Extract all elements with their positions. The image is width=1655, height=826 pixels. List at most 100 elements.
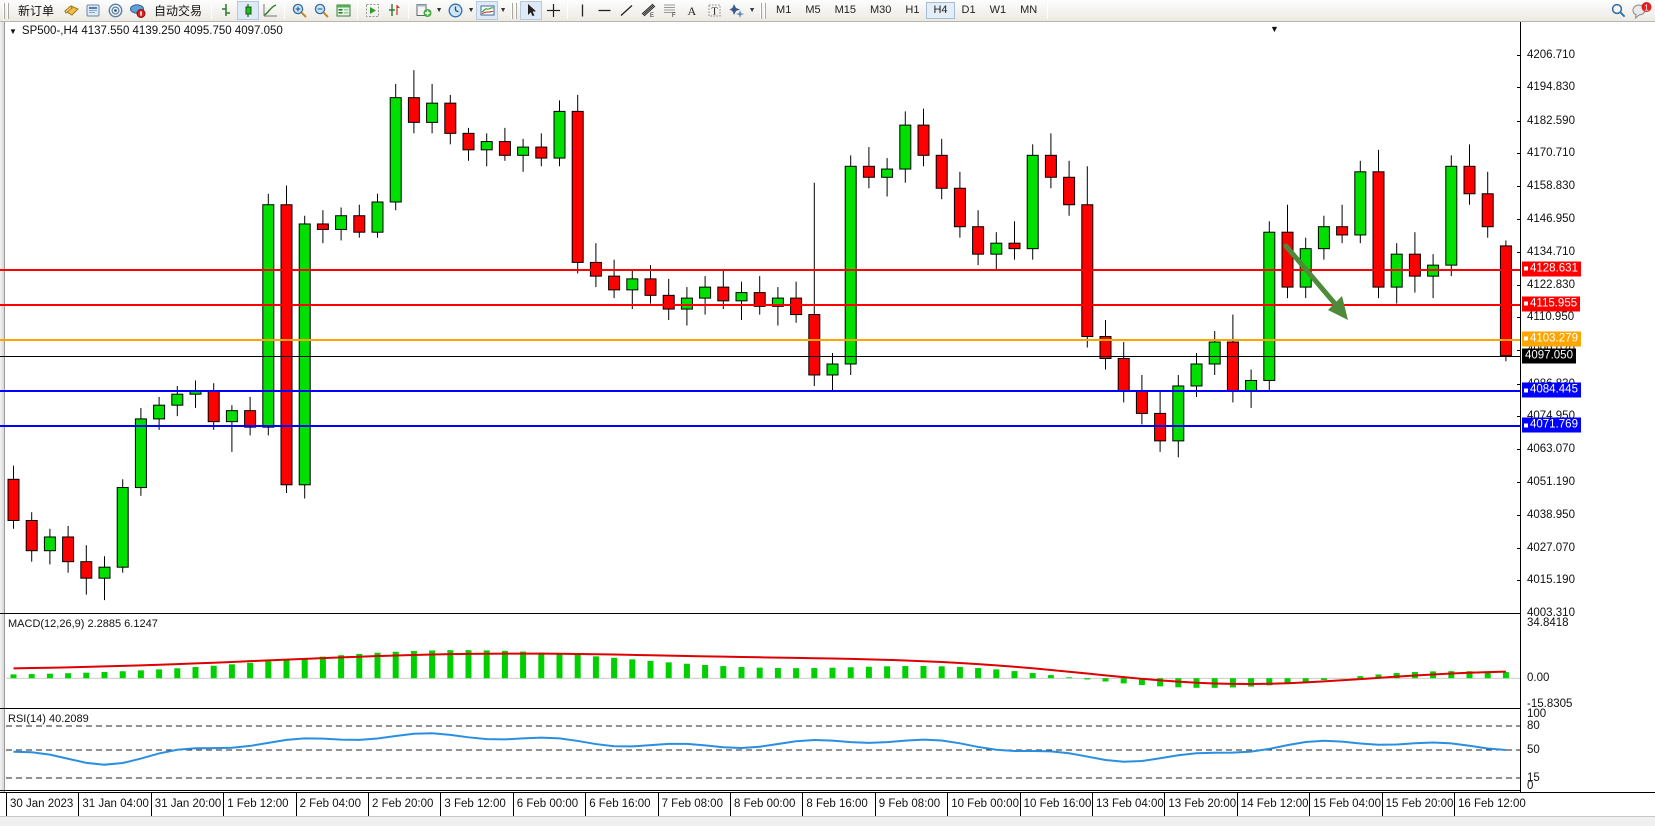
- price-levels-layer: [0, 22, 1520, 613]
- bar-chart-icon[interactable]: [215, 1, 237, 20]
- price-level-tag-support-1[interactable]: 4084.445: [1522, 382, 1581, 398]
- price-level-tag-resistance-2[interactable]: 4115.955: [1522, 296, 1581, 312]
- timeframe-m15[interactable]: M15: [834, 4, 856, 16]
- macd-pane[interactable]: [6, 615, 1520, 707]
- new-order-button[interactable]: 新订单: [18, 4, 55, 18]
- period-icon[interactable]: [444, 1, 466, 20]
- level-value: 4097.050: [1525, 349, 1573, 362]
- price-tick-label: 4003.310: [1527, 607, 1575, 619]
- zoom-in-icon[interactable]: [288, 1, 310, 20]
- time-tick-mark: [440, 793, 442, 817]
- timeframe-mn[interactable]: MN: [1020, 4, 1038, 16]
- price-level-tag-pivot[interactable]: 4103.279: [1522, 331, 1581, 346]
- level-handle[interactable]: [1523, 265, 1529, 272]
- level-handle[interactable]: [1523, 387, 1529, 394]
- price-level-tag-support-2[interactable]: 4071.769: [1522, 417, 1581, 433]
- time-tick-mark: [6, 793, 7, 817]
- chart-collapse-icon[interactable]: ▼: [9, 26, 17, 36]
- price-tick-label: 4027.070: [1527, 541, 1575, 554]
- data-window-icon[interactable]: [332, 1, 354, 20]
- objects-icon[interactable]: [725, 1, 747, 20]
- time-axis[interactable]: 30 Jan 2023 31 Jan 04:00 31 Jan 20:00 1 Feb…: [0, 792, 1655, 817]
- templates-icon[interactable]: [476, 1, 499, 20]
- time-tick-label: 13 Feb 20:00: [1168, 798, 1237, 810]
- svg-text:A: A: [687, 4, 696, 18]
- time-tick-mark: [730, 793, 731, 817]
- price-tick-mark: [1517, 613, 1521, 614]
- cursor-icon[interactable]: [520, 1, 543, 20]
- horizontal-line-icon[interactable]: [593, 1, 615, 20]
- timeframe-h1[interactable]: H1: [905, 4, 920, 16]
- price-level-line-pivot[interactable]: [0, 338, 1520, 341]
- price-axis[interactable]: 4206.710 4194.830 4182.590 4170.710 4158.830…: [1517, 22, 1655, 792]
- text-icon[interactable]: A: [681, 1, 703, 20]
- down-arrow-annotation[interactable]: [1280, 240, 1360, 332]
- zoom-out-icon[interactable]: [310, 1, 332, 20]
- equidistant-channel-icon[interactable]: E: [637, 1, 659, 20]
- profile-icon[interactable]: [60, 1, 82, 20]
- line-chart-icon[interactable]: [259, 1, 281, 20]
- period-dropdown-caret[interactable]: ▼: [467, 7, 475, 14]
- trendline-icon[interactable]: [615, 1, 637, 20]
- time-tick-label: 14 Feb 12:00: [1240, 798, 1309, 810]
- toolbar-separator: [211, 2, 213, 19]
- timeframe-h4[interactable]: H4: [926, 2, 955, 19]
- timeframe-d1[interactable]: D1: [961, 4, 976, 16]
- toolbar-grip[interactable]: [511, 2, 518, 19]
- price-level-line-support-2[interactable]: [0, 425, 1520, 428]
- signal-icon[interactable]: [104, 1, 126, 20]
- time-tick-label: 7 Feb 08:00: [661, 798, 723, 810]
- chart-window[interactable]: ▼ SP500-,H4 4137.550 4139.250 4095.750 4…: [0, 22, 1655, 826]
- time-tick-label: 10 Feb 00:00: [951, 798, 1019, 810]
- price-tick-mark: [1517, 218, 1521, 220]
- toolbar-grip[interactable]: [3, 2, 9, 19]
- price-level-line-resistance-1[interactable]: [0, 268, 1520, 271]
- crosshair-icon[interactable]: [542, 1, 564, 20]
- price-tick-mark: [1517, 185, 1521, 187]
- autotrading-icon[interactable]: [126, 1, 148, 20]
- search-icon[interactable]: [1607, 1, 1629, 20]
- news-icon[interactable]: [82, 1, 104, 20]
- price-tick-label: 4194.830: [1527, 81, 1575, 94]
- candlestick-chart-icon[interactable]: [237, 1, 260, 20]
- price-pane[interactable]: [6, 40, 1520, 613]
- toolbar-grip[interactable]: [760, 2, 767, 19]
- time-tick-mark: [585, 793, 587, 817]
- objects-dropdown-caret[interactable]: ▼: [748, 7, 756, 14]
- timeframe-m30[interactable]: M30: [870, 4, 892, 16]
- auto-scroll-icon[interactable]: [361, 1, 383, 20]
- time-tick-mark: [78, 793, 80, 817]
- time-tick-mark: [295, 793, 297, 817]
- price-level-line-resistance-2[interactable]: [0, 303, 1520, 306]
- price-level-tag-last-price[interactable]: 4097.050: [1522, 348, 1576, 364]
- templates-dropdown-caret[interactable]: ▼: [499, 7, 507, 14]
- level-handle[interactable]: [1523, 300, 1529, 307]
- toolbar-separator: [567, 2, 569, 19]
- timeframe-m5[interactable]: M5: [805, 4, 821, 16]
- fibonacci-icon[interactable]: F: [659, 1, 681, 20]
- label-icon[interactable]: T: [703, 1, 725, 20]
- rsi-scale-label: 80: [1527, 720, 1540, 732]
- indicators-icon[interactable]: [412, 1, 434, 20]
- time-tick-label: 10 Feb 16:00: [1023, 798, 1092, 810]
- timeframe-m1[interactable]: M1: [776, 4, 792, 16]
- chart-scroll-handle[interactable]: [0, 22, 5, 792]
- alerts-icon[interactable]: 1: [1629, 1, 1655, 20]
- price-level-line-support-1[interactable]: [0, 390, 1520, 393]
- level-handle[interactable]: [1523, 422, 1529, 429]
- indicators-dropdown-caret[interactable]: ▼: [435, 7, 443, 14]
- time-tick-label: 8 Feb 16:00: [806, 798, 868, 810]
- chart-shift-icon[interactable]: [383, 1, 405, 20]
- time-tick-label: 2 Feb 04:00: [299, 798, 361, 810]
- price-level-line-last-price[interactable]: [0, 355, 1520, 357]
- time-tick-mark: [1019, 793, 1021, 817]
- timeframe-w1[interactable]: W1: [989, 4, 1007, 16]
- rsi-pane[interactable]: [6, 710, 1520, 790]
- level-handle[interactable]: [1523, 335, 1529, 342]
- time-tick-mark: [657, 793, 659, 817]
- vertical-line-icon[interactable]: [571, 1, 593, 20]
- auto-trading-button[interactable]: 自动交易: [154, 4, 203, 18]
- time-tick-mark: [150, 793, 152, 817]
- rsi-pane-separator: [0, 708, 1520, 709]
- price-level-tag-resistance-1[interactable]: 4128.631: [1522, 261, 1581, 277]
